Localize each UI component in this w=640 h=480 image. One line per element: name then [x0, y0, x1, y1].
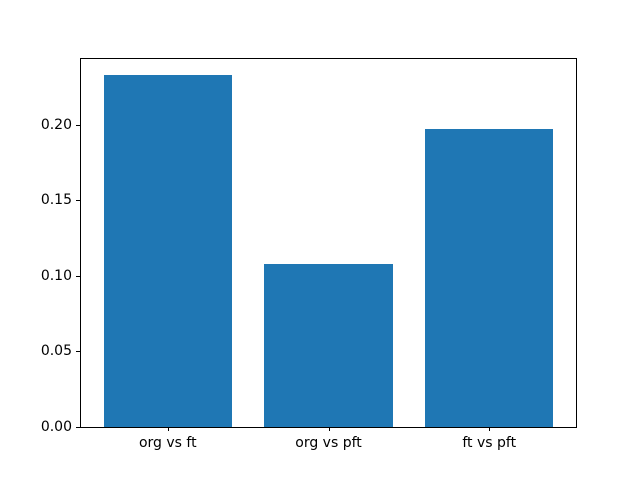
y-tick-label: 0.05	[40, 343, 72, 360]
y-tick-mark	[76, 124, 80, 126]
y-tick-label: 0.00	[40, 419, 72, 435]
bar-ft-vs-pft	[424, 129, 554, 427]
bar-org-vs-ft	[103, 75, 233, 427]
plot-area	[80, 58, 577, 428]
x-tick-label: org vs pft	[295, 435, 362, 451]
y-tick-label: 0.20	[40, 116, 72, 133]
x-tick-label: org vs ft	[138, 435, 197, 451]
y-tick-mark	[76, 351, 80, 353]
x-tick-label: ft vs pft	[462, 435, 517, 451]
bar-org-vs-pft	[264, 263, 393, 427]
y-tick-label: 0.10	[40, 267, 72, 284]
y-tick-mark	[76, 275, 80, 277]
x-tick-mark	[167, 427, 169, 431]
x-tick-mark	[328, 427, 330, 431]
x-tick-mark	[489, 427, 491, 431]
y-tick-label: 0.15	[40, 192, 72, 209]
y-tick-mark	[76, 200, 80, 202]
y-tick-mark	[76, 427, 80, 428]
